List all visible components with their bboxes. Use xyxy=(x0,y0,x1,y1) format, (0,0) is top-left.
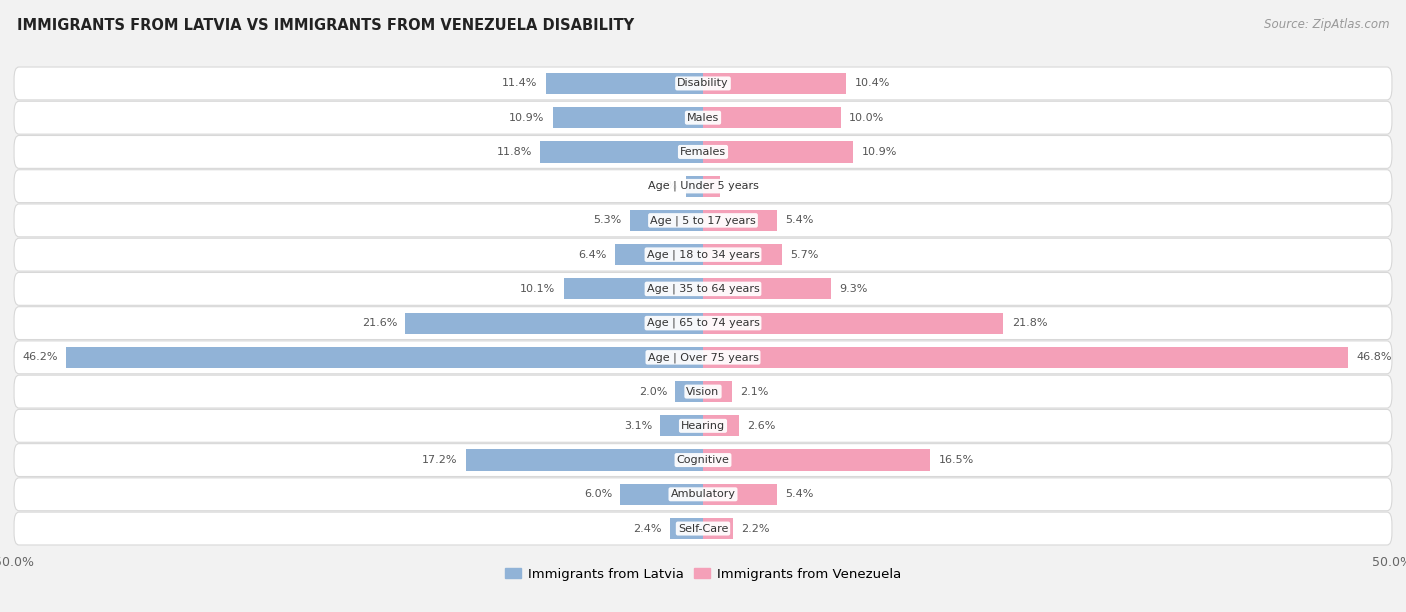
FancyBboxPatch shape xyxy=(14,478,1392,511)
Bar xyxy=(703,107,841,129)
Text: 10.9%: 10.9% xyxy=(862,147,897,157)
Bar xyxy=(703,381,733,402)
Text: Age | 18 to 34 years: Age | 18 to 34 years xyxy=(647,250,759,260)
Text: 5.4%: 5.4% xyxy=(786,490,814,499)
Bar xyxy=(675,381,703,402)
Bar xyxy=(553,107,703,129)
Bar xyxy=(703,347,1348,368)
Bar xyxy=(66,347,703,368)
Bar xyxy=(630,210,703,231)
Bar xyxy=(703,415,738,436)
Text: 2.4%: 2.4% xyxy=(633,523,662,534)
Text: Self-Care: Self-Care xyxy=(678,523,728,534)
Bar xyxy=(703,176,720,197)
Text: Age | Under 5 years: Age | Under 5 years xyxy=(648,181,758,192)
Text: Age | 5 to 17 years: Age | 5 to 17 years xyxy=(650,215,756,226)
Text: 1.2%: 1.2% xyxy=(728,181,756,191)
FancyBboxPatch shape xyxy=(14,204,1392,237)
Bar xyxy=(703,278,831,299)
FancyBboxPatch shape xyxy=(14,444,1392,477)
Bar xyxy=(703,244,782,265)
Text: 46.8%: 46.8% xyxy=(1357,353,1392,362)
FancyBboxPatch shape xyxy=(14,238,1392,271)
Text: 17.2%: 17.2% xyxy=(422,455,458,465)
Bar xyxy=(703,483,778,505)
Text: Ambulatory: Ambulatory xyxy=(671,490,735,499)
Text: 21.8%: 21.8% xyxy=(1012,318,1047,328)
Text: 16.5%: 16.5% xyxy=(939,455,974,465)
Legend: Immigrants from Latvia, Immigrants from Venezuela: Immigrants from Latvia, Immigrants from … xyxy=(501,562,905,586)
Text: 46.2%: 46.2% xyxy=(22,353,58,362)
Bar xyxy=(686,176,703,197)
Bar xyxy=(703,518,734,539)
Bar xyxy=(614,244,703,265)
Text: 6.0%: 6.0% xyxy=(583,490,612,499)
Bar xyxy=(703,210,778,231)
FancyBboxPatch shape xyxy=(14,307,1392,340)
Text: 5.7%: 5.7% xyxy=(790,250,818,259)
Text: Age | Over 75 years: Age | Over 75 years xyxy=(648,352,758,362)
Bar xyxy=(661,415,703,436)
FancyBboxPatch shape xyxy=(14,135,1392,168)
Text: 21.6%: 21.6% xyxy=(361,318,396,328)
Text: 10.4%: 10.4% xyxy=(855,78,890,89)
Text: Cognitive: Cognitive xyxy=(676,455,730,465)
Text: 10.1%: 10.1% xyxy=(520,284,555,294)
Text: IMMIGRANTS FROM LATVIA VS IMMIGRANTS FROM VENEZUELA DISABILITY: IMMIGRANTS FROM LATVIA VS IMMIGRANTS FRO… xyxy=(17,18,634,34)
Bar xyxy=(564,278,703,299)
Text: Vision: Vision xyxy=(686,387,720,397)
FancyBboxPatch shape xyxy=(14,101,1392,134)
Text: 3.1%: 3.1% xyxy=(624,421,652,431)
Text: 6.4%: 6.4% xyxy=(578,250,606,259)
FancyBboxPatch shape xyxy=(14,409,1392,442)
Text: 1.2%: 1.2% xyxy=(650,181,678,191)
Text: 10.9%: 10.9% xyxy=(509,113,544,122)
Bar xyxy=(405,313,703,334)
Text: Age | 35 to 64 years: Age | 35 to 64 years xyxy=(647,283,759,294)
Text: 2.2%: 2.2% xyxy=(741,523,770,534)
Text: Disability: Disability xyxy=(678,78,728,89)
FancyBboxPatch shape xyxy=(14,375,1392,408)
Bar xyxy=(465,449,703,471)
FancyBboxPatch shape xyxy=(14,67,1392,100)
Bar xyxy=(703,141,853,163)
Bar xyxy=(620,483,703,505)
FancyBboxPatch shape xyxy=(14,341,1392,374)
Text: Hearing: Hearing xyxy=(681,421,725,431)
Text: 11.4%: 11.4% xyxy=(502,78,537,89)
Text: Females: Females xyxy=(681,147,725,157)
Text: Males: Males xyxy=(688,113,718,122)
FancyBboxPatch shape xyxy=(14,170,1392,203)
Bar xyxy=(540,141,703,163)
Text: 9.3%: 9.3% xyxy=(839,284,868,294)
Bar xyxy=(546,73,703,94)
Bar xyxy=(703,73,846,94)
Text: 11.8%: 11.8% xyxy=(496,147,531,157)
Text: 2.6%: 2.6% xyxy=(747,421,776,431)
FancyBboxPatch shape xyxy=(14,272,1392,305)
Text: Source: ZipAtlas.com: Source: ZipAtlas.com xyxy=(1264,18,1389,31)
Text: Age | 65 to 74 years: Age | 65 to 74 years xyxy=(647,318,759,329)
Bar xyxy=(703,313,1004,334)
Text: 10.0%: 10.0% xyxy=(849,113,884,122)
Text: 2.1%: 2.1% xyxy=(740,387,769,397)
Bar xyxy=(669,518,703,539)
FancyBboxPatch shape xyxy=(14,512,1392,545)
Bar xyxy=(703,449,931,471)
Text: 5.4%: 5.4% xyxy=(786,215,814,225)
Text: 5.3%: 5.3% xyxy=(593,215,621,225)
Text: 2.0%: 2.0% xyxy=(638,387,668,397)
